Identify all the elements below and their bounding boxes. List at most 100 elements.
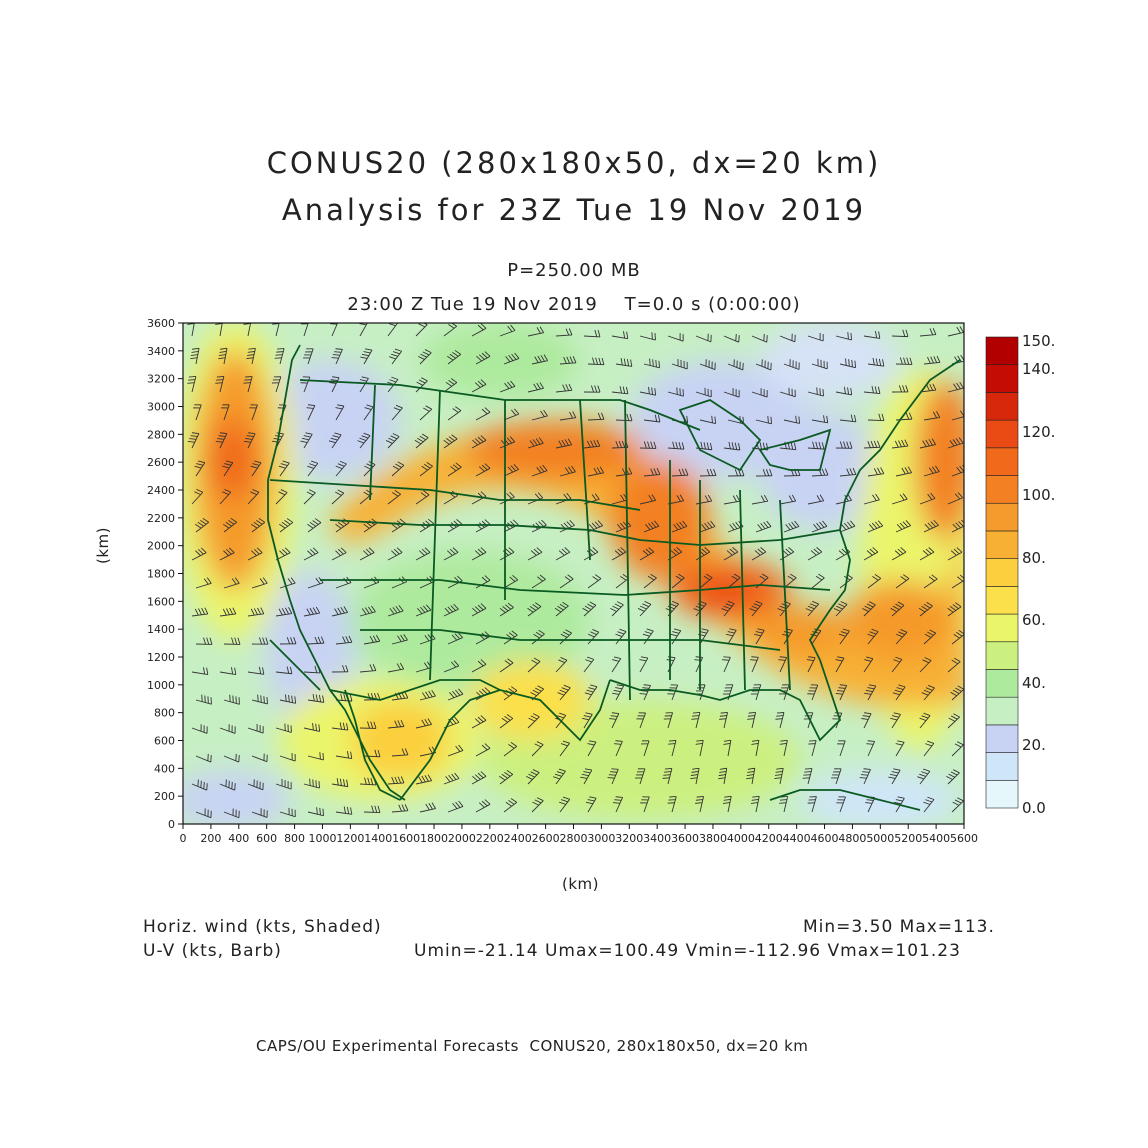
barb-flag xyxy=(335,348,343,350)
y-axis-label: (km) xyxy=(94,526,112,564)
barb-staff xyxy=(695,391,712,398)
barb-staff xyxy=(531,470,548,477)
barb-staff xyxy=(247,783,264,791)
barb-flag xyxy=(877,386,881,394)
barb-staff xyxy=(531,579,546,589)
barb-flag xyxy=(455,406,462,412)
barb-flag xyxy=(525,776,533,780)
y-tick-label: 2800 xyxy=(147,428,175,441)
barb-staff xyxy=(415,380,428,393)
barb-flag xyxy=(701,628,709,631)
barb-flag xyxy=(195,550,201,556)
barb-staff xyxy=(363,522,378,533)
y-tick-label: 2200 xyxy=(147,512,175,525)
barb-flag xyxy=(897,740,905,743)
barb-flag xyxy=(349,694,353,702)
y-tick-label: 3000 xyxy=(147,401,175,414)
barb-flag xyxy=(481,688,488,695)
barb-staff xyxy=(639,499,656,505)
barb-flag xyxy=(281,521,288,527)
barb-staff xyxy=(723,551,739,561)
barb-flag xyxy=(377,805,381,813)
barb-flag xyxy=(359,379,367,382)
barb-flag xyxy=(722,802,730,804)
barb-staff xyxy=(695,500,712,505)
barb-flag xyxy=(597,385,601,393)
barb-flag xyxy=(652,359,654,367)
barb-staff xyxy=(335,582,352,589)
barb-flag xyxy=(215,382,223,384)
barb-staff xyxy=(419,408,433,421)
y-tick-label: 2400 xyxy=(147,484,175,497)
barb-flag xyxy=(690,777,698,780)
barb-flag xyxy=(902,385,906,393)
barb-staff xyxy=(835,604,848,617)
barb-flag xyxy=(703,575,711,581)
barb-flag xyxy=(776,767,784,770)
barb-flag xyxy=(265,637,269,645)
barb-flag xyxy=(340,693,343,701)
barb-flag xyxy=(477,324,484,331)
barb-staff xyxy=(303,492,316,505)
barb-flag xyxy=(950,715,958,720)
barb-flag xyxy=(802,777,810,779)
barb-flag xyxy=(838,550,845,556)
colorbar-swatch xyxy=(985,779,1019,809)
barb-staff xyxy=(559,687,571,701)
barb-flag xyxy=(361,321,368,322)
barb-flag xyxy=(774,777,782,780)
barb-flag xyxy=(259,578,265,585)
barb-staff xyxy=(783,630,793,645)
barb-staff xyxy=(811,525,828,533)
barb-flag xyxy=(654,414,658,422)
barb-flag xyxy=(280,489,288,493)
barb-flag xyxy=(234,577,240,584)
x-tick-label: 2600 xyxy=(532,832,560,845)
barb-staff xyxy=(555,770,566,785)
barb-flag xyxy=(608,774,616,776)
barb-flag xyxy=(561,799,568,803)
barb-flag xyxy=(806,659,814,662)
barb-staff xyxy=(947,551,963,561)
barb-flag xyxy=(682,520,688,527)
barb-flag xyxy=(414,439,422,445)
barb-staff xyxy=(755,526,772,533)
y-tick-label: 600 xyxy=(154,735,175,748)
barb-flag xyxy=(755,600,763,605)
barb-flag xyxy=(390,435,398,440)
barb-flag xyxy=(649,358,651,366)
barb-staff xyxy=(527,387,544,393)
barb-flag xyxy=(611,768,619,770)
barb-flag xyxy=(898,440,902,448)
barb-flag xyxy=(481,744,488,751)
barb-flag xyxy=(363,523,370,529)
barb-staff xyxy=(839,630,850,645)
x-tick-label: 1000 xyxy=(308,832,336,845)
barb-flag xyxy=(343,779,346,787)
barb-flag xyxy=(454,716,460,723)
barb-flag xyxy=(561,439,566,447)
barb-flag xyxy=(841,524,847,530)
barb-flag xyxy=(507,658,514,664)
x-tick-label: 2800 xyxy=(560,832,588,845)
barb-flag xyxy=(845,358,847,366)
barb-flag xyxy=(538,521,544,527)
barb-flag xyxy=(763,521,769,528)
barb-staff xyxy=(863,604,876,617)
barb-flag xyxy=(620,358,623,366)
barb-staff xyxy=(219,783,235,791)
barb-flag xyxy=(897,796,905,799)
y-tick-label: 1600 xyxy=(147,595,175,608)
barb-flag xyxy=(562,631,570,636)
barb-flag xyxy=(364,777,367,785)
barb-flag xyxy=(812,600,819,605)
barb-flag xyxy=(423,662,429,669)
barb-flag xyxy=(891,771,899,774)
barb-flag xyxy=(612,802,621,804)
x-tick-label: 3400 xyxy=(643,832,671,845)
barb-flag xyxy=(337,463,345,467)
barb-staff xyxy=(867,577,882,589)
x-tick-label: 600 xyxy=(256,832,277,845)
barb-flag xyxy=(713,468,717,476)
